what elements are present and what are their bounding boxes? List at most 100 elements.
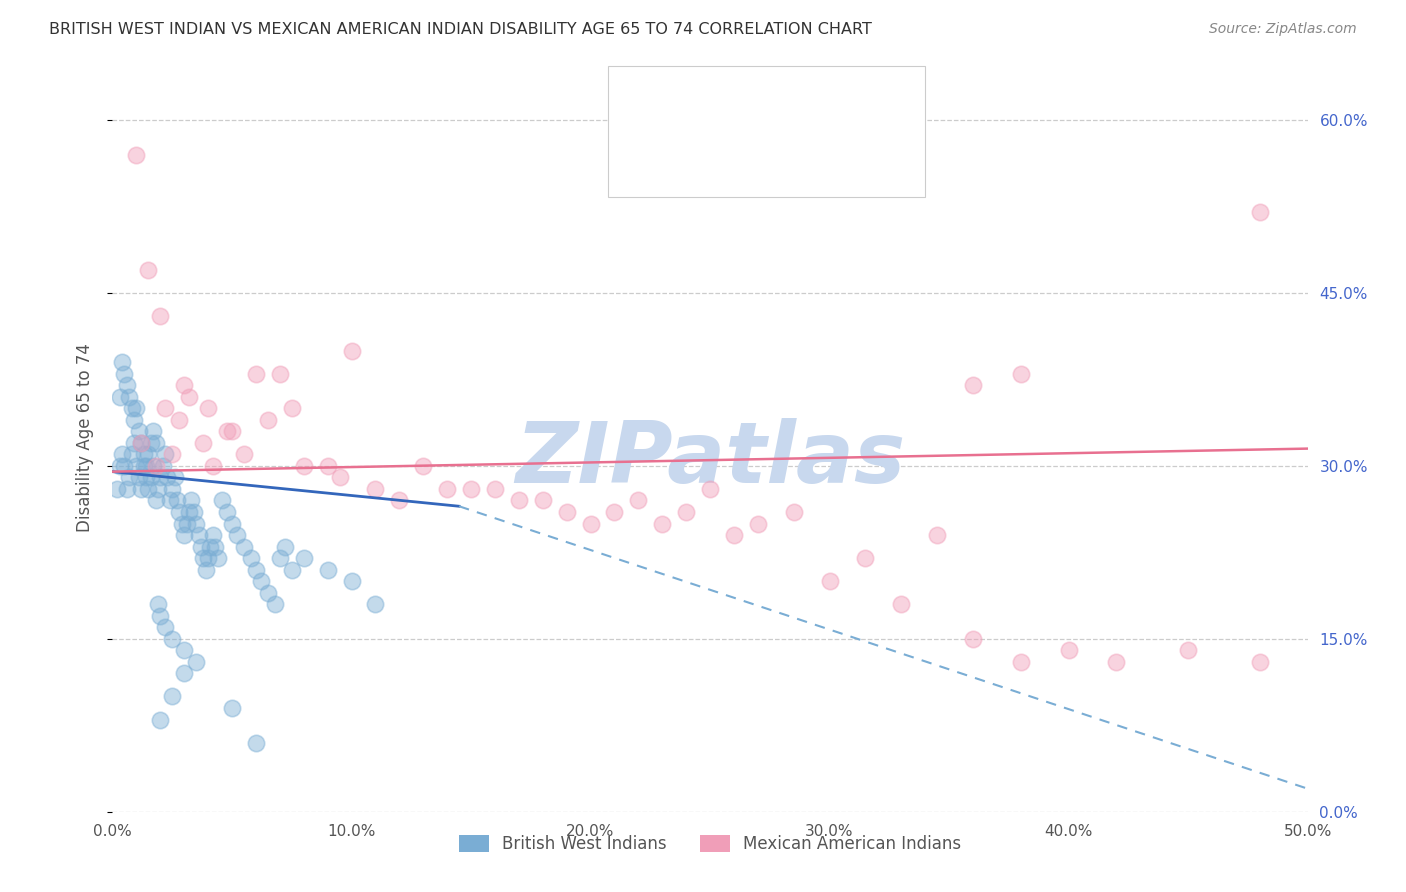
Point xyxy=(292,551,315,566)
Point xyxy=(201,528,224,542)
Point xyxy=(163,470,186,484)
Point xyxy=(105,482,128,496)
Point xyxy=(169,413,191,427)
FancyBboxPatch shape xyxy=(530,103,747,221)
Point xyxy=(159,493,181,508)
Point xyxy=(217,425,239,439)
Point xyxy=(675,505,697,519)
Point xyxy=(111,355,134,369)
Point xyxy=(114,458,135,473)
Point xyxy=(129,435,152,450)
Point xyxy=(138,482,160,496)
Point xyxy=(603,505,626,519)
Point xyxy=(233,540,256,554)
Point xyxy=(245,563,267,577)
Point xyxy=(436,482,458,496)
Point xyxy=(1249,205,1271,219)
Point xyxy=(855,551,877,566)
Point xyxy=(135,458,157,473)
Point xyxy=(555,505,578,519)
Point xyxy=(508,493,530,508)
Point xyxy=(197,551,219,566)
Point xyxy=(129,435,152,450)
Point xyxy=(257,413,280,427)
Point xyxy=(207,551,229,566)
Point xyxy=(264,597,287,611)
Point xyxy=(125,458,148,473)
Point xyxy=(364,482,387,496)
Point xyxy=(180,493,202,508)
Point xyxy=(170,516,193,531)
Point xyxy=(146,597,169,611)
Point xyxy=(233,447,256,461)
Point xyxy=(177,390,200,404)
Point xyxy=(132,458,155,473)
Point xyxy=(149,470,172,484)
Point xyxy=(187,528,209,542)
Point xyxy=(281,563,304,577)
Point xyxy=(221,701,243,715)
Text: -0.110: -0.110 xyxy=(702,92,766,110)
Point xyxy=(484,482,506,496)
Point xyxy=(1105,655,1128,669)
Point xyxy=(186,655,208,669)
Y-axis label: Disability Age 65 to 74: Disability Age 65 to 74 xyxy=(76,343,94,532)
Point xyxy=(340,574,363,589)
Point xyxy=(162,690,183,704)
Point xyxy=(138,263,160,277)
Point xyxy=(193,551,215,566)
Point xyxy=(269,367,291,381)
Point xyxy=(927,528,949,542)
Point xyxy=(412,458,434,473)
Point xyxy=(782,505,804,519)
Point xyxy=(145,458,167,473)
Point xyxy=(699,482,721,496)
Point xyxy=(162,632,183,646)
Point xyxy=(200,540,222,554)
Point xyxy=(122,435,145,450)
Point xyxy=(364,597,387,611)
Point xyxy=(962,632,984,646)
Point xyxy=(221,516,243,531)
Point xyxy=(329,470,352,484)
Point xyxy=(460,482,482,496)
Point xyxy=(388,493,411,508)
Point xyxy=(139,470,162,484)
Point xyxy=(211,493,233,508)
Point xyxy=(108,390,131,404)
Point xyxy=(121,401,143,416)
Point xyxy=(316,458,339,473)
Point xyxy=(269,551,291,566)
Point xyxy=(1010,367,1032,381)
Text: R =: R = xyxy=(665,92,704,110)
Point xyxy=(204,540,226,554)
Point xyxy=(273,540,295,554)
Point xyxy=(245,735,267,749)
Point xyxy=(153,447,176,461)
Point xyxy=(153,401,176,416)
Point xyxy=(128,470,150,484)
Point xyxy=(153,620,176,634)
Point xyxy=(173,643,195,657)
Point xyxy=(190,540,212,554)
Point xyxy=(177,505,200,519)
Text: 55: 55 xyxy=(832,153,856,170)
Point xyxy=(194,563,217,577)
Point xyxy=(173,528,195,542)
Point xyxy=(115,378,138,392)
Point xyxy=(142,458,165,473)
Point xyxy=(152,458,174,473)
Text: Source: ZipAtlas.com: Source: ZipAtlas.com xyxy=(1209,22,1357,37)
Point xyxy=(173,666,195,681)
Point xyxy=(162,482,183,496)
Point xyxy=(138,447,160,461)
Point xyxy=(183,505,205,519)
Point xyxy=(221,425,243,439)
Point xyxy=(186,516,208,531)
Point xyxy=(139,435,162,450)
Point xyxy=(142,425,165,439)
Point xyxy=(249,574,271,589)
Text: BRITISH WEST INDIAN VS MEXICAN AMERICAN INDIAN DISABILITY AGE 65 TO 74 CORRELATI: BRITISH WEST INDIAN VS MEXICAN AMERICAN … xyxy=(49,22,872,37)
Text: R =: R = xyxy=(665,153,704,170)
Point xyxy=(149,608,172,623)
